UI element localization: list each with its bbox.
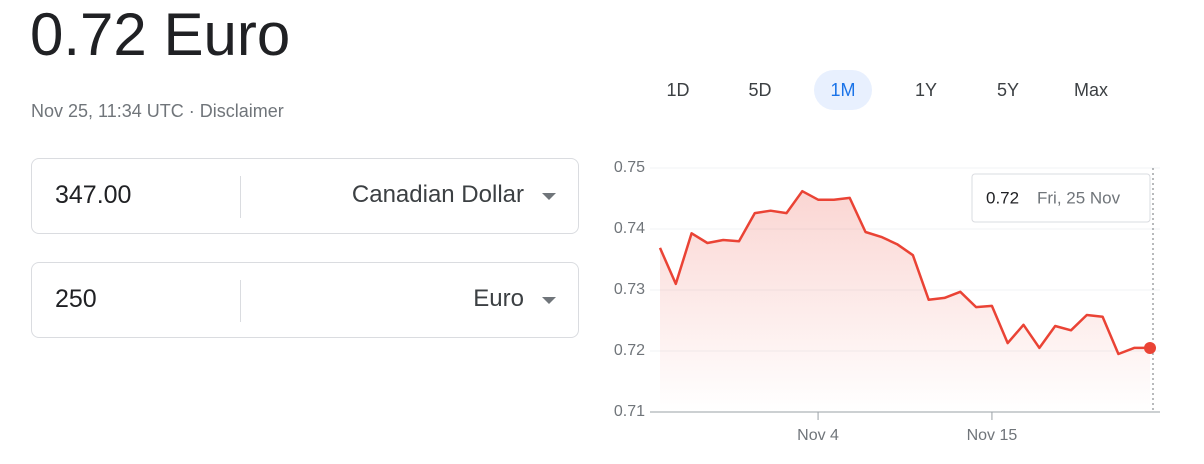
currency-select[interactable]: Canadian Dollar <box>351 181 524 208</box>
divider <box>240 280 241 322</box>
range-button[interactable]: 5Y <box>997 80 1019 100</box>
y-tick-label: 0.71 <box>614 403 645 420</box>
tooltip: 0.72 Fri, 25 Nov <box>971 173 1151 223</box>
subtitle: Nov 25, 11:34 UTC · Disclaimer <box>31 101 284 122</box>
disclaimer-link[interactable]: Disclaimer <box>199 101 284 121</box>
separator: · <box>188 101 195 121</box>
current-point <box>1144 341 1156 354</box>
y-tick-label: 0.72 <box>614 342 645 359</box>
tooltip-box <box>971 173 1151 223</box>
x-tick-label: Nov 15 <box>967 427 1018 444</box>
area-fill <box>660 191 1150 412</box>
price-line <box>658 189 1150 356</box>
range-pill <box>814 70 872 110</box>
timestamp: Nov 25, 11:34 UTC <box>31 101 184 121</box>
dropdown-caret[interactable] <box>542 193 556 200</box>
range-button[interactable]: 1Y <box>915 80 937 100</box>
range-button[interactable]: 1D <box>666 80 689 100</box>
tooltip-value: 0.72 <box>986 188 1019 207</box>
divider <box>240 176 241 218</box>
range-button[interactable]: Max <box>1074 80 1108 100</box>
range-button[interactable]: 5D <box>748 80 771 100</box>
y-tick-label: 0.74 <box>614 220 645 237</box>
x-tick-label: Nov 4 <box>797 427 839 444</box>
tooltip-date: Fri, 25 Nov <box>1037 188 1121 207</box>
range-button[interactable]: 1M <box>830 80 855 100</box>
headline: 0.72 Euro <box>30 1 291 68</box>
y-tick-label: 0.75 <box>614 159 645 176</box>
converter-row: 250 Euro <box>31 262 579 338</box>
converter-row: 347.00 Canadian Dollar <box>31 158 579 234</box>
amount-input[interactable]: 347.00 <box>55 181 132 209</box>
dropdown-caret[interactable] <box>542 297 556 304</box>
y-tick-label: 0.73 <box>614 281 645 298</box>
currency-select[interactable]: Euro <box>473 285 524 312</box>
amount-input[interactable]: 250 <box>55 285 97 313</box>
